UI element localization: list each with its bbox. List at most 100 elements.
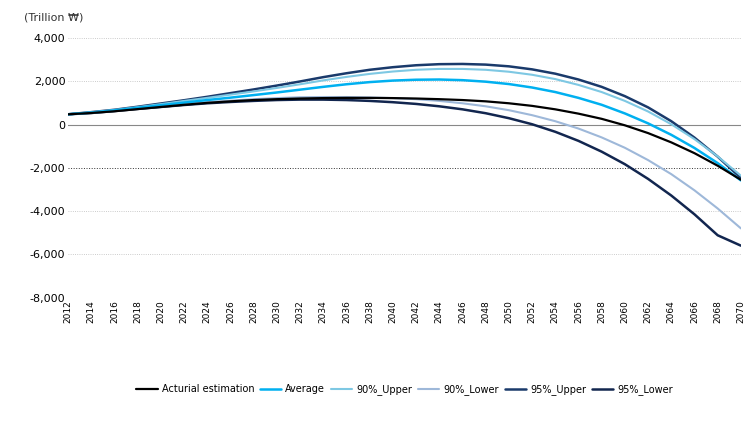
90%_Upper xyxy=(133,105,142,110)
95%_Upper xyxy=(550,71,559,76)
95%_Upper xyxy=(272,83,281,88)
Acturial estimation xyxy=(481,99,490,104)
Acturial estimation xyxy=(667,140,676,145)
Average xyxy=(528,85,537,90)
95%_Lower xyxy=(64,112,73,117)
Average xyxy=(713,161,722,166)
95%_Upper xyxy=(203,94,212,99)
90%_Lower xyxy=(389,96,398,101)
95%_Lower xyxy=(389,99,398,105)
Acturial estimation xyxy=(296,96,305,101)
Acturial estimation xyxy=(736,177,745,182)
90%_Upper xyxy=(667,122,676,127)
90%_Upper xyxy=(574,82,583,88)
Line: 90%_Upper: 90%_Upper xyxy=(68,69,741,176)
90%_Lower xyxy=(319,94,328,99)
90%_Lower xyxy=(574,126,583,131)
95%_Upper xyxy=(643,105,652,110)
90%_Lower xyxy=(411,96,420,102)
95%_Upper xyxy=(342,71,351,76)
90%_Lower xyxy=(690,188,699,193)
Average xyxy=(272,90,281,95)
Average xyxy=(597,102,606,108)
Line: 90%_Lower: 90%_Lower xyxy=(68,97,741,228)
95%_Upper xyxy=(667,119,676,124)
Acturial estimation xyxy=(713,163,722,168)
95%_Upper xyxy=(87,110,96,115)
90%_Lower xyxy=(736,226,745,231)
95%_Lower xyxy=(296,97,305,102)
95%_Upper xyxy=(621,94,630,99)
95%_Lower xyxy=(481,110,490,116)
Line: 95%_Lower: 95%_Lower xyxy=(68,99,741,246)
90%_Lower xyxy=(713,206,722,211)
Average xyxy=(643,121,652,126)
90%_Upper xyxy=(319,78,328,83)
90%_Lower xyxy=(133,106,142,111)
95%_Upper xyxy=(713,154,722,159)
95%_Lower xyxy=(272,97,281,102)
90%_Lower xyxy=(643,158,652,163)
Average xyxy=(87,110,96,115)
Acturial estimation xyxy=(110,109,119,114)
Average xyxy=(249,93,259,98)
95%_Upper xyxy=(736,176,745,181)
90%_Upper xyxy=(458,66,467,71)
95%_Lower xyxy=(87,110,96,116)
90%_Upper xyxy=(736,173,745,178)
Average xyxy=(389,78,398,83)
90%_Upper xyxy=(411,67,420,72)
Acturial estimation xyxy=(203,100,212,105)
Acturial estimation xyxy=(249,97,259,102)
95%_Lower xyxy=(156,105,166,110)
90%_Upper xyxy=(272,85,281,91)
90%_Upper xyxy=(226,92,235,97)
Average xyxy=(504,82,513,87)
90%_Lower xyxy=(87,110,96,115)
90%_Upper xyxy=(435,66,444,71)
Acturial estimation xyxy=(574,111,583,116)
Acturial estimation xyxy=(365,95,374,100)
Average xyxy=(458,78,467,83)
95%_Upper xyxy=(179,98,188,103)
95%_Upper xyxy=(690,135,699,140)
95%_Lower xyxy=(621,162,630,167)
90%_Lower xyxy=(528,113,537,118)
90%_Upper xyxy=(249,89,259,94)
Acturial estimation xyxy=(389,96,398,101)
90%_Lower xyxy=(550,119,559,124)
95%_Upper xyxy=(389,65,398,70)
90%_Lower xyxy=(435,98,444,103)
Acturial estimation xyxy=(226,99,235,104)
90%_Upper xyxy=(342,74,351,79)
95%_Upper xyxy=(296,79,305,84)
90%_Lower xyxy=(481,104,490,109)
90%_Upper xyxy=(365,71,374,76)
95%_Lower xyxy=(528,122,537,127)
Average xyxy=(667,132,676,137)
Line: Average: Average xyxy=(68,79,741,180)
95%_Lower xyxy=(365,98,374,103)
Average xyxy=(296,87,305,92)
90%_Lower xyxy=(110,108,119,113)
95%_Lower xyxy=(411,102,420,107)
Acturial estimation xyxy=(621,123,630,128)
95%_Upper xyxy=(133,104,142,109)
95%_Lower xyxy=(458,107,467,112)
Acturial estimation xyxy=(528,103,537,108)
95%_Lower xyxy=(203,101,212,106)
90%_Upper xyxy=(110,108,119,113)
Average xyxy=(690,145,699,150)
90%_Lower xyxy=(272,96,281,101)
Acturial estimation xyxy=(504,101,513,106)
95%_Lower xyxy=(690,212,699,217)
95%_Upper xyxy=(574,77,583,82)
90%_Lower xyxy=(203,99,212,105)
95%_Upper xyxy=(504,64,513,69)
90%_Upper xyxy=(179,98,188,103)
95%_Lower xyxy=(110,108,119,113)
Average xyxy=(203,97,212,102)
90%_Lower xyxy=(458,101,467,106)
Average xyxy=(319,84,328,89)
Acturial estimation xyxy=(690,150,699,156)
